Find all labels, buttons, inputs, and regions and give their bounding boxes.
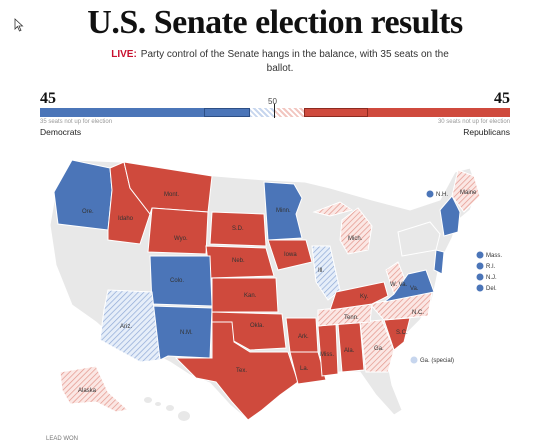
label-maine: Maine — [460, 190, 477, 196]
subtitle-text: Party control of the Senate hangs in the… — [140, 49, 449, 74]
label-alaska: Alaska — [78, 388, 97, 394]
rep-label: Republicans — [463, 127, 510, 137]
dot-nj[interactable] — [476, 273, 484, 281]
dem-seat-count: 45 — [40, 90, 56, 107]
label-sc: S.C. — [396, 330, 408, 336]
dem-label: Democrats — [40, 127, 82, 137]
dem-up-segment — [204, 108, 250, 117]
side-legend: N.H. Mass. R.I. N.J. Del. Ga. (special) — [410, 190, 502, 364]
state-ala[interactable] — [337, 321, 365, 373]
state-ariz[interactable] — [99, 289, 161, 363]
state-mich[interactable] — [339, 207, 373, 255]
state-maine[interactable] — [451, 169, 481, 213]
majority-line — [274, 104, 275, 118]
label-mont: Mont. — [164, 192, 179, 198]
label-minn: Minn. — [276, 208, 291, 214]
label-ky: Ky. — [360, 294, 369, 300]
label-nm: N.M. — [180, 330, 193, 336]
state-colo[interactable] — [149, 255, 213, 307]
label-va: Va. — [410, 286, 419, 292]
rep-seats-segment — [368, 108, 510, 117]
dot-ga-special[interactable] — [410, 356, 418, 364]
state-ore[interactable] — [53, 159, 113, 231]
label-nh: N.H. — [436, 192, 448, 198]
footer-source: LEAD WON — [46, 436, 79, 442]
label-nc: N.C. — [412, 310, 424, 316]
hawaii-islands — [144, 397, 190, 421]
label-colo: Colo. — [170, 278, 184, 284]
state-sd[interactable] — [209, 211, 267, 247]
state-mich-up[interactable] — [312, 201, 354, 217]
state-ny[interactable] — [397, 221, 441, 257]
label-ill: Ill. — [318, 268, 324, 274]
state-va[interactable] — [383, 269, 435, 303]
label-iowa: Iowa — [284, 252, 297, 258]
page-title: U.S. Senate election results — [87, 4, 463, 41]
seat-balance-bar — [40, 104, 510, 118]
state-nj[interactable] — [433, 249, 445, 275]
rep-lean-segment — [274, 108, 304, 117]
label-la: La. — [300, 366, 309, 372]
label-okla: Okla. — [250, 323, 264, 329]
label-mich: Mich. — [348, 236, 363, 242]
rep-note: 30 seats not up for election — [437, 119, 510, 125]
majority-label: 50 — [268, 97, 277, 106]
live-label: LIVE: — [111, 49, 137, 60]
label-neb: Neb. — [232, 258, 245, 264]
label-kan: Kan. — [244, 293, 257, 299]
dem-seats-segment — [40, 108, 204, 117]
label-wyo: Wyo. — [174, 236, 188, 242]
state-miss[interactable] — [317, 323, 339, 377]
label-ri: R.I. — [486, 264, 496, 270]
state-ga[interactable] — [359, 319, 395, 373]
label-ala: Ala. — [344, 348, 355, 354]
label-ga-special: Ga. (special) — [420, 358, 454, 364]
label-del: Del. — [486, 286, 497, 292]
dot-ri[interactable] — [476, 262, 484, 270]
subtitle: LIVE: Party control of the Senate hangs i… — [110, 48, 450, 76]
state-alaska[interactable] — [59, 365, 130, 413]
state-ky[interactable] — [329, 281, 389, 311]
label-ark: Ark. — [298, 334, 309, 340]
label-tenn: Tenn. — [344, 315, 359, 321]
label-wva: W. Va. — [390, 282, 408, 288]
label-miss: Miss. — [320, 352, 334, 358]
state-la[interactable] — [289, 351, 327, 385]
rep-up-segment — [304, 108, 368, 117]
dem-note: 35 seats not up for election — [40, 119, 113, 125]
mouse-cursor-icon — [14, 18, 24, 32]
state-iowa[interactable] — [267, 239, 313, 271]
label-ore: Ore. — [82, 209, 94, 215]
label-ariz: Ariz. — [120, 324, 132, 330]
label-tex: Tex. — [236, 368, 247, 374]
dot-nh[interactable] — [426, 190, 434, 198]
state-vt-nh-mass[interactable] — [439, 195, 461, 237]
dot-mass[interactable] — [476, 251, 484, 259]
label-mass: Mass. — [486, 253, 502, 259]
label-sd: S.D. — [232, 226, 244, 232]
label-nj: N.J. — [486, 275, 497, 281]
state-wyo[interactable] — [147, 207, 209, 255]
dem-lean-segment — [250, 108, 274, 117]
rep-seat-count: 45 — [494, 90, 510, 107]
dot-del[interactable] — [476, 284, 484, 292]
state-ill[interactable] — [311, 245, 341, 301]
label-idaho: Idaho — [118, 216, 134, 222]
label-ga: Ga. — [374, 346, 384, 352]
